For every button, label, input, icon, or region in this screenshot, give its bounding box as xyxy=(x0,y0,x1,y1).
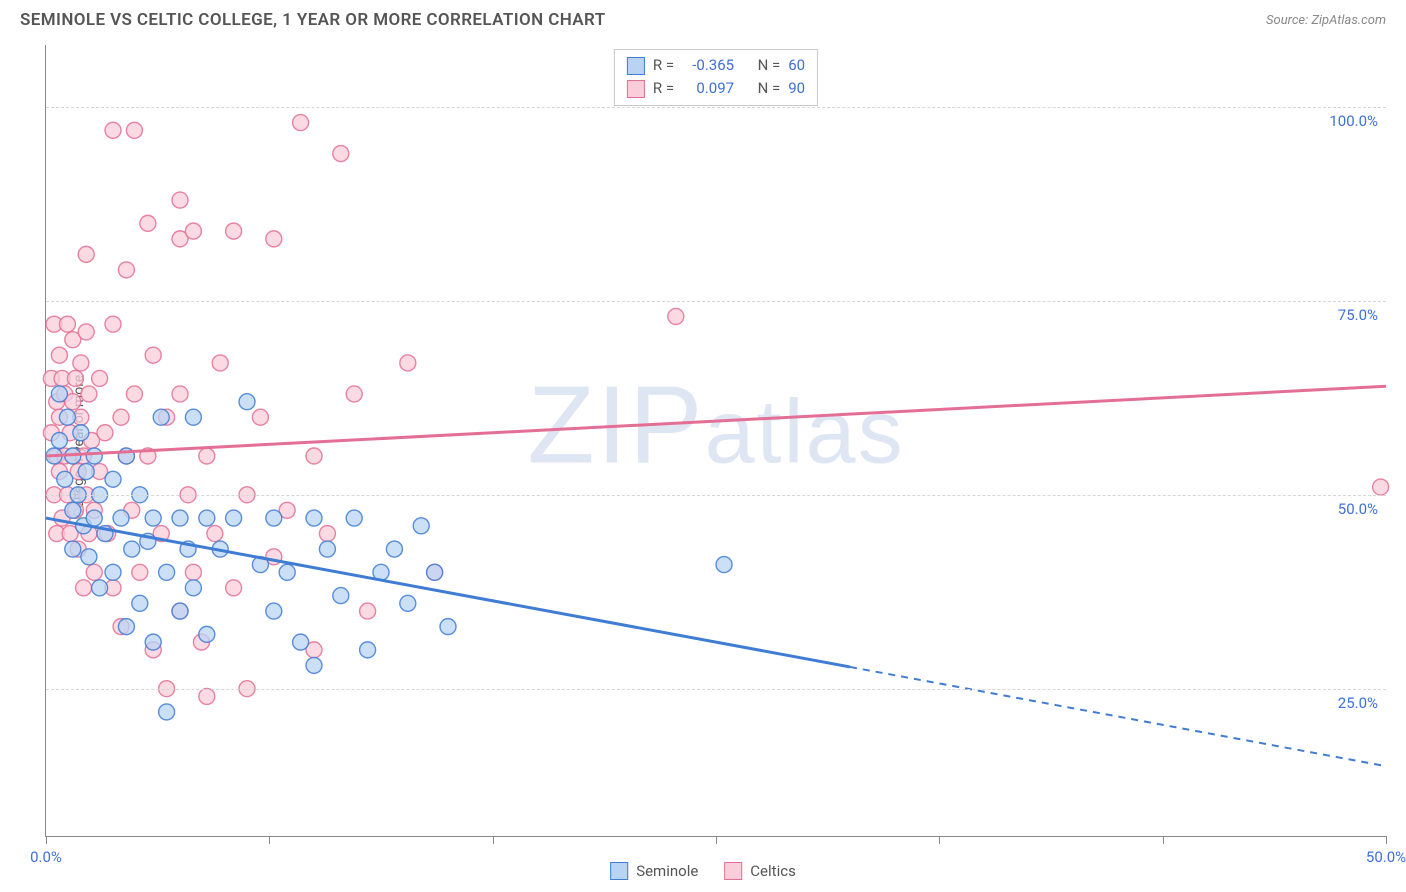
x-tick xyxy=(269,836,270,844)
plot-area: ZIPatlas R = -0.365 N = 60 R = 0.097 N =… xyxy=(45,45,1386,837)
y-tick-label: 50.0% xyxy=(1338,500,1378,518)
x-tick xyxy=(716,836,717,844)
x-tick-label: 0.0% xyxy=(30,848,62,866)
gridline xyxy=(46,495,1386,496)
y-tick-label: 100.0% xyxy=(1329,112,1378,130)
y-tick-label: 25.0% xyxy=(1338,694,1378,712)
gridline xyxy=(46,301,1386,302)
x-tick xyxy=(1163,836,1164,844)
series-legend: Seminole Celtics xyxy=(610,862,796,880)
source-attribution: Source: ZipAtlas.com xyxy=(1266,13,1386,28)
chart-title: SEMINOLE VS CELTIC COLLEGE, 1 YEAR OR MO… xyxy=(20,10,606,30)
swatch-seminole xyxy=(610,862,628,880)
gridline xyxy=(46,107,1386,108)
swatch-celtics xyxy=(724,862,742,880)
scatter-svg xyxy=(46,45,1386,836)
x-tick xyxy=(939,836,940,844)
legend-item-seminole: Seminole xyxy=(610,862,698,880)
x-tick-label: 50.0% xyxy=(1366,848,1406,866)
x-tick xyxy=(1386,836,1387,844)
legend-item-celtics: Celtics xyxy=(724,862,796,880)
gridline xyxy=(46,689,1386,690)
x-tick xyxy=(46,836,47,844)
x-tick xyxy=(493,836,494,844)
y-tick-label: 75.0% xyxy=(1338,306,1378,324)
